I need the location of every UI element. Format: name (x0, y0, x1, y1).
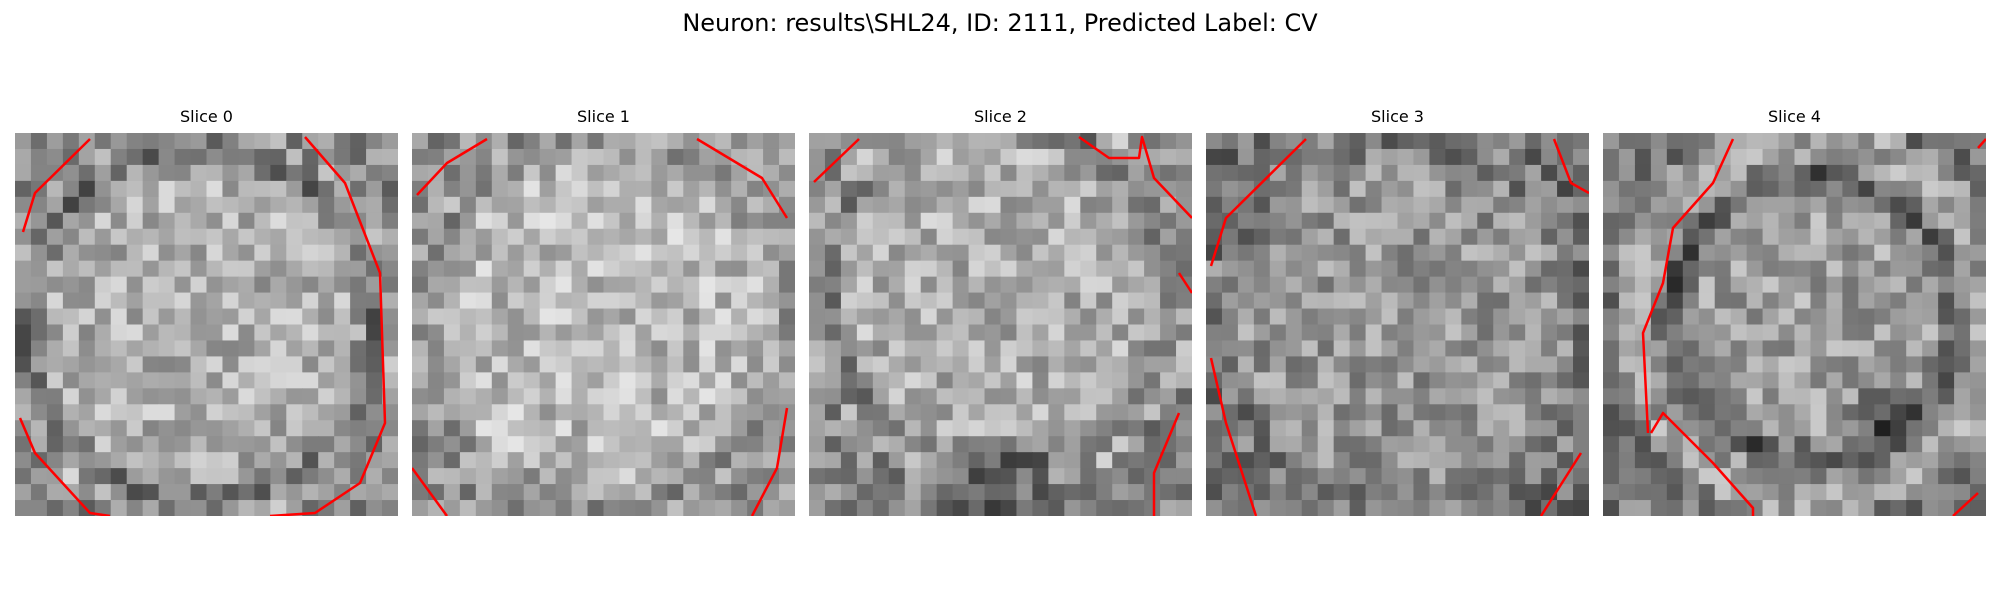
slice-panel: Slice 2 (809, 107, 1192, 517)
slice-panel: Slice 1 (412, 107, 795, 517)
slice-title: Slice 4 (1768, 107, 1821, 126)
segmentation-contour (1641, 138, 1735, 434)
slice-image (1206, 133, 1589, 516)
segmentation-contour (1209, 138, 1307, 267)
slice-title: Slice 1 (577, 107, 630, 126)
segmentation-contour (813, 138, 860, 183)
segmentation-contour (1078, 135, 1192, 219)
slice-panel: Slice 4 (1603, 107, 1986, 517)
segmentation-contour (21, 138, 91, 233)
segmentation-contour (18, 417, 111, 516)
segmentation-contour (269, 136, 387, 516)
slice-image (809, 133, 1192, 516)
segmentation-contour (750, 407, 789, 516)
segmentation-contour (1552, 138, 1589, 195)
slice-title: Slice 3 (1371, 107, 1424, 126)
segmentation-contour (1977, 138, 1986, 149)
segmentation-contour (1177, 272, 1192, 294)
segmentation-contour (1952, 492, 1979, 516)
slice-image (15, 133, 398, 516)
slice-image (1603, 133, 1986, 516)
segmentation-contour (1539, 452, 1583, 516)
segmentation-contour (412, 467, 449, 516)
segmentation-contour (1152, 412, 1181, 516)
slice-panel: Slice 3 (1206, 107, 1589, 517)
slice-title: Slice 0 (180, 107, 233, 126)
slice-title: Slice 2 (974, 107, 1027, 126)
segmentation-contour (1649, 411, 1755, 516)
slice-image (412, 133, 795, 516)
segmentation-contour (696, 137, 789, 219)
figure-title: Neuron: results\SHL24, ID: 2111, Predict… (682, 9, 1318, 37)
segmentation-contour (416, 137, 488, 196)
slice-panel: Slice 0 (15, 107, 398, 517)
segmentation-contour (1209, 357, 1258, 516)
